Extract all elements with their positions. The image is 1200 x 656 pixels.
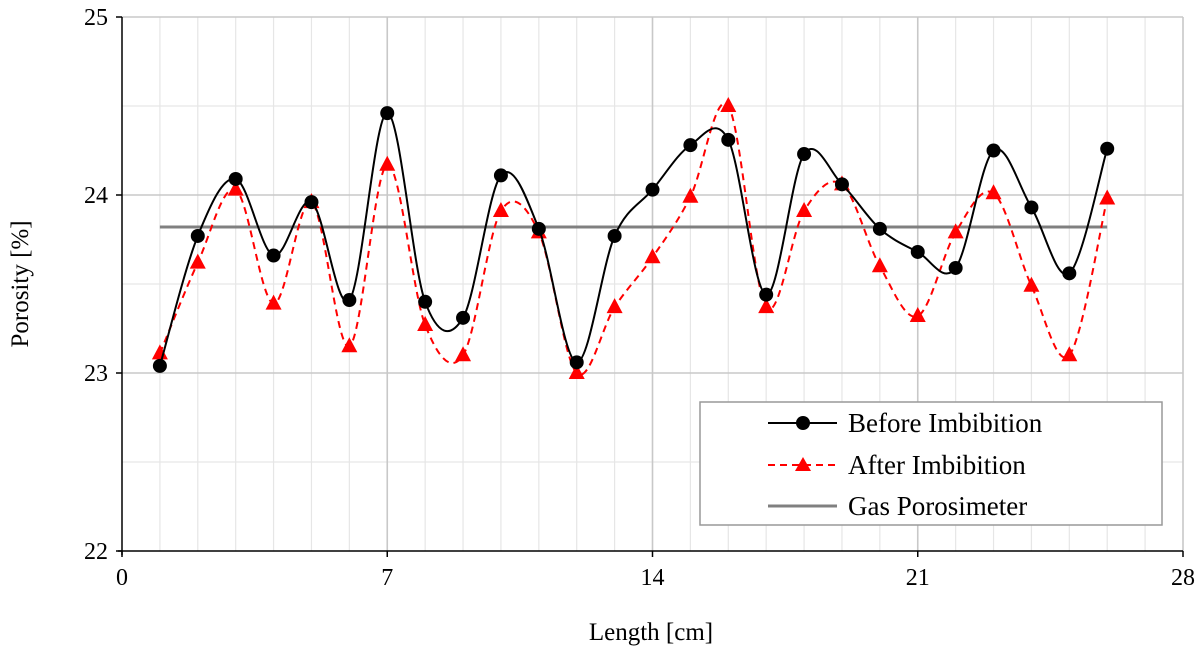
x-tick-label: 21 [906,565,930,591]
point-before-imbibition [531,221,546,236]
y-tick-label: 23 [84,361,108,387]
tick-labels: 0 7 14 21 28 22 23 24 25 [84,5,1195,591]
x-tick-label: 14 [641,565,665,591]
point-after-imbibition [379,155,396,171]
point-before-imbibition [418,294,433,309]
legend-marker-before [796,416,810,430]
point-before-imbibition [228,171,243,186]
point-before-imbibition [759,287,774,302]
y-axis-title: Porosity [%] [7,220,34,347]
axes [116,16,1184,557]
point-after-imbibition [758,298,775,314]
x-tick-label: 0 [116,565,128,591]
point-before-imbibition [872,221,887,236]
y-tick-label: 25 [84,5,108,31]
point-before-imbibition [645,182,660,197]
x-tick-label: 28 [1171,565,1195,591]
point-before-imbibition [797,147,812,162]
point-after-imbibition [455,346,472,362]
point-before-imbibition [683,138,698,153]
point-after-imbibition [644,248,661,264]
point-after-imbibition [947,223,964,239]
point-before-imbibition [152,358,167,373]
point-before-imbibition [569,355,584,370]
x-axis-title: Length [cm] [589,619,713,646]
point-before-imbibition [304,195,319,210]
point-before-imbibition [266,248,281,263]
point-after-imbibition [151,344,168,360]
point-before-imbibition [986,143,1001,158]
point-after-imbibition [682,187,699,203]
point-after-imbibition [871,257,888,273]
point-after-imbibition [227,180,244,196]
point-after-imbibition [1099,189,1116,205]
y-tick-label: 22 [84,539,108,565]
point-after-imbibition [568,364,585,379]
point-before-imbibition [834,177,849,192]
point-after-imbibition [720,97,737,112]
legend-label-after: After Imbibition [848,450,1026,480]
point-before-imbibition [948,260,963,275]
point-before-imbibition [190,228,205,243]
point-before-imbibition [493,168,508,183]
point-before-imbibition [380,106,395,121]
point-before-imbibition [1100,141,1115,156]
point-before-imbibition [342,293,357,308]
series-layer [151,97,1116,379]
point-before-imbibition [910,244,925,259]
series-line-after-imbibition [158,102,1109,376]
legend-label-before: Before Imbibition [848,408,1043,438]
point-after-imbibition [492,202,509,218]
point-after-imbibition [265,294,282,310]
legend: Before Imbibition After Imbibition Gas P… [699,401,1163,526]
point-before-imbibition [456,310,471,325]
point-before-imbibition [721,132,736,147]
point-after-imbibition [341,337,358,353]
point-before-imbibition [1062,266,1077,281]
point-after-imbibition [985,184,1002,200]
point-after-imbibition [417,315,434,331]
series-line-before-imbibition [158,112,1109,367]
point-after-imbibition [1023,276,1040,292]
point-before-imbibition [607,228,622,243]
point-after-imbibition [606,298,623,314]
point-after-imbibition [1061,346,1078,362]
point-before-imbibition [1024,200,1039,215]
legend-label-gas: Gas Porosimeter [848,491,1027,521]
x-tick-label: 7 [381,565,393,591]
point-after-imbibition [909,307,926,323]
point-after-imbibition [189,253,206,269]
y-tick-label: 24 [84,183,108,209]
legend-marker-after [795,457,811,471]
point-after-imbibition [796,202,813,218]
